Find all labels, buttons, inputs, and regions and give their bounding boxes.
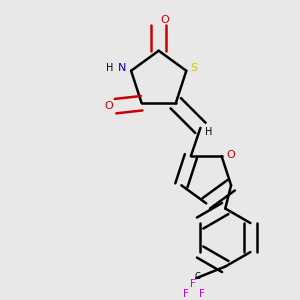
Text: N: N [118,63,127,73]
Text: H: H [206,127,213,137]
Text: S: S [190,63,197,73]
Text: F: F [190,279,196,289]
Text: H: H [106,63,113,73]
Text: O: O [226,150,235,160]
Text: F: F [199,289,205,299]
Text: C: C [195,272,201,281]
Text: O: O [104,101,112,111]
Text: O: O [160,15,169,25]
Text: F: F [183,289,189,299]
